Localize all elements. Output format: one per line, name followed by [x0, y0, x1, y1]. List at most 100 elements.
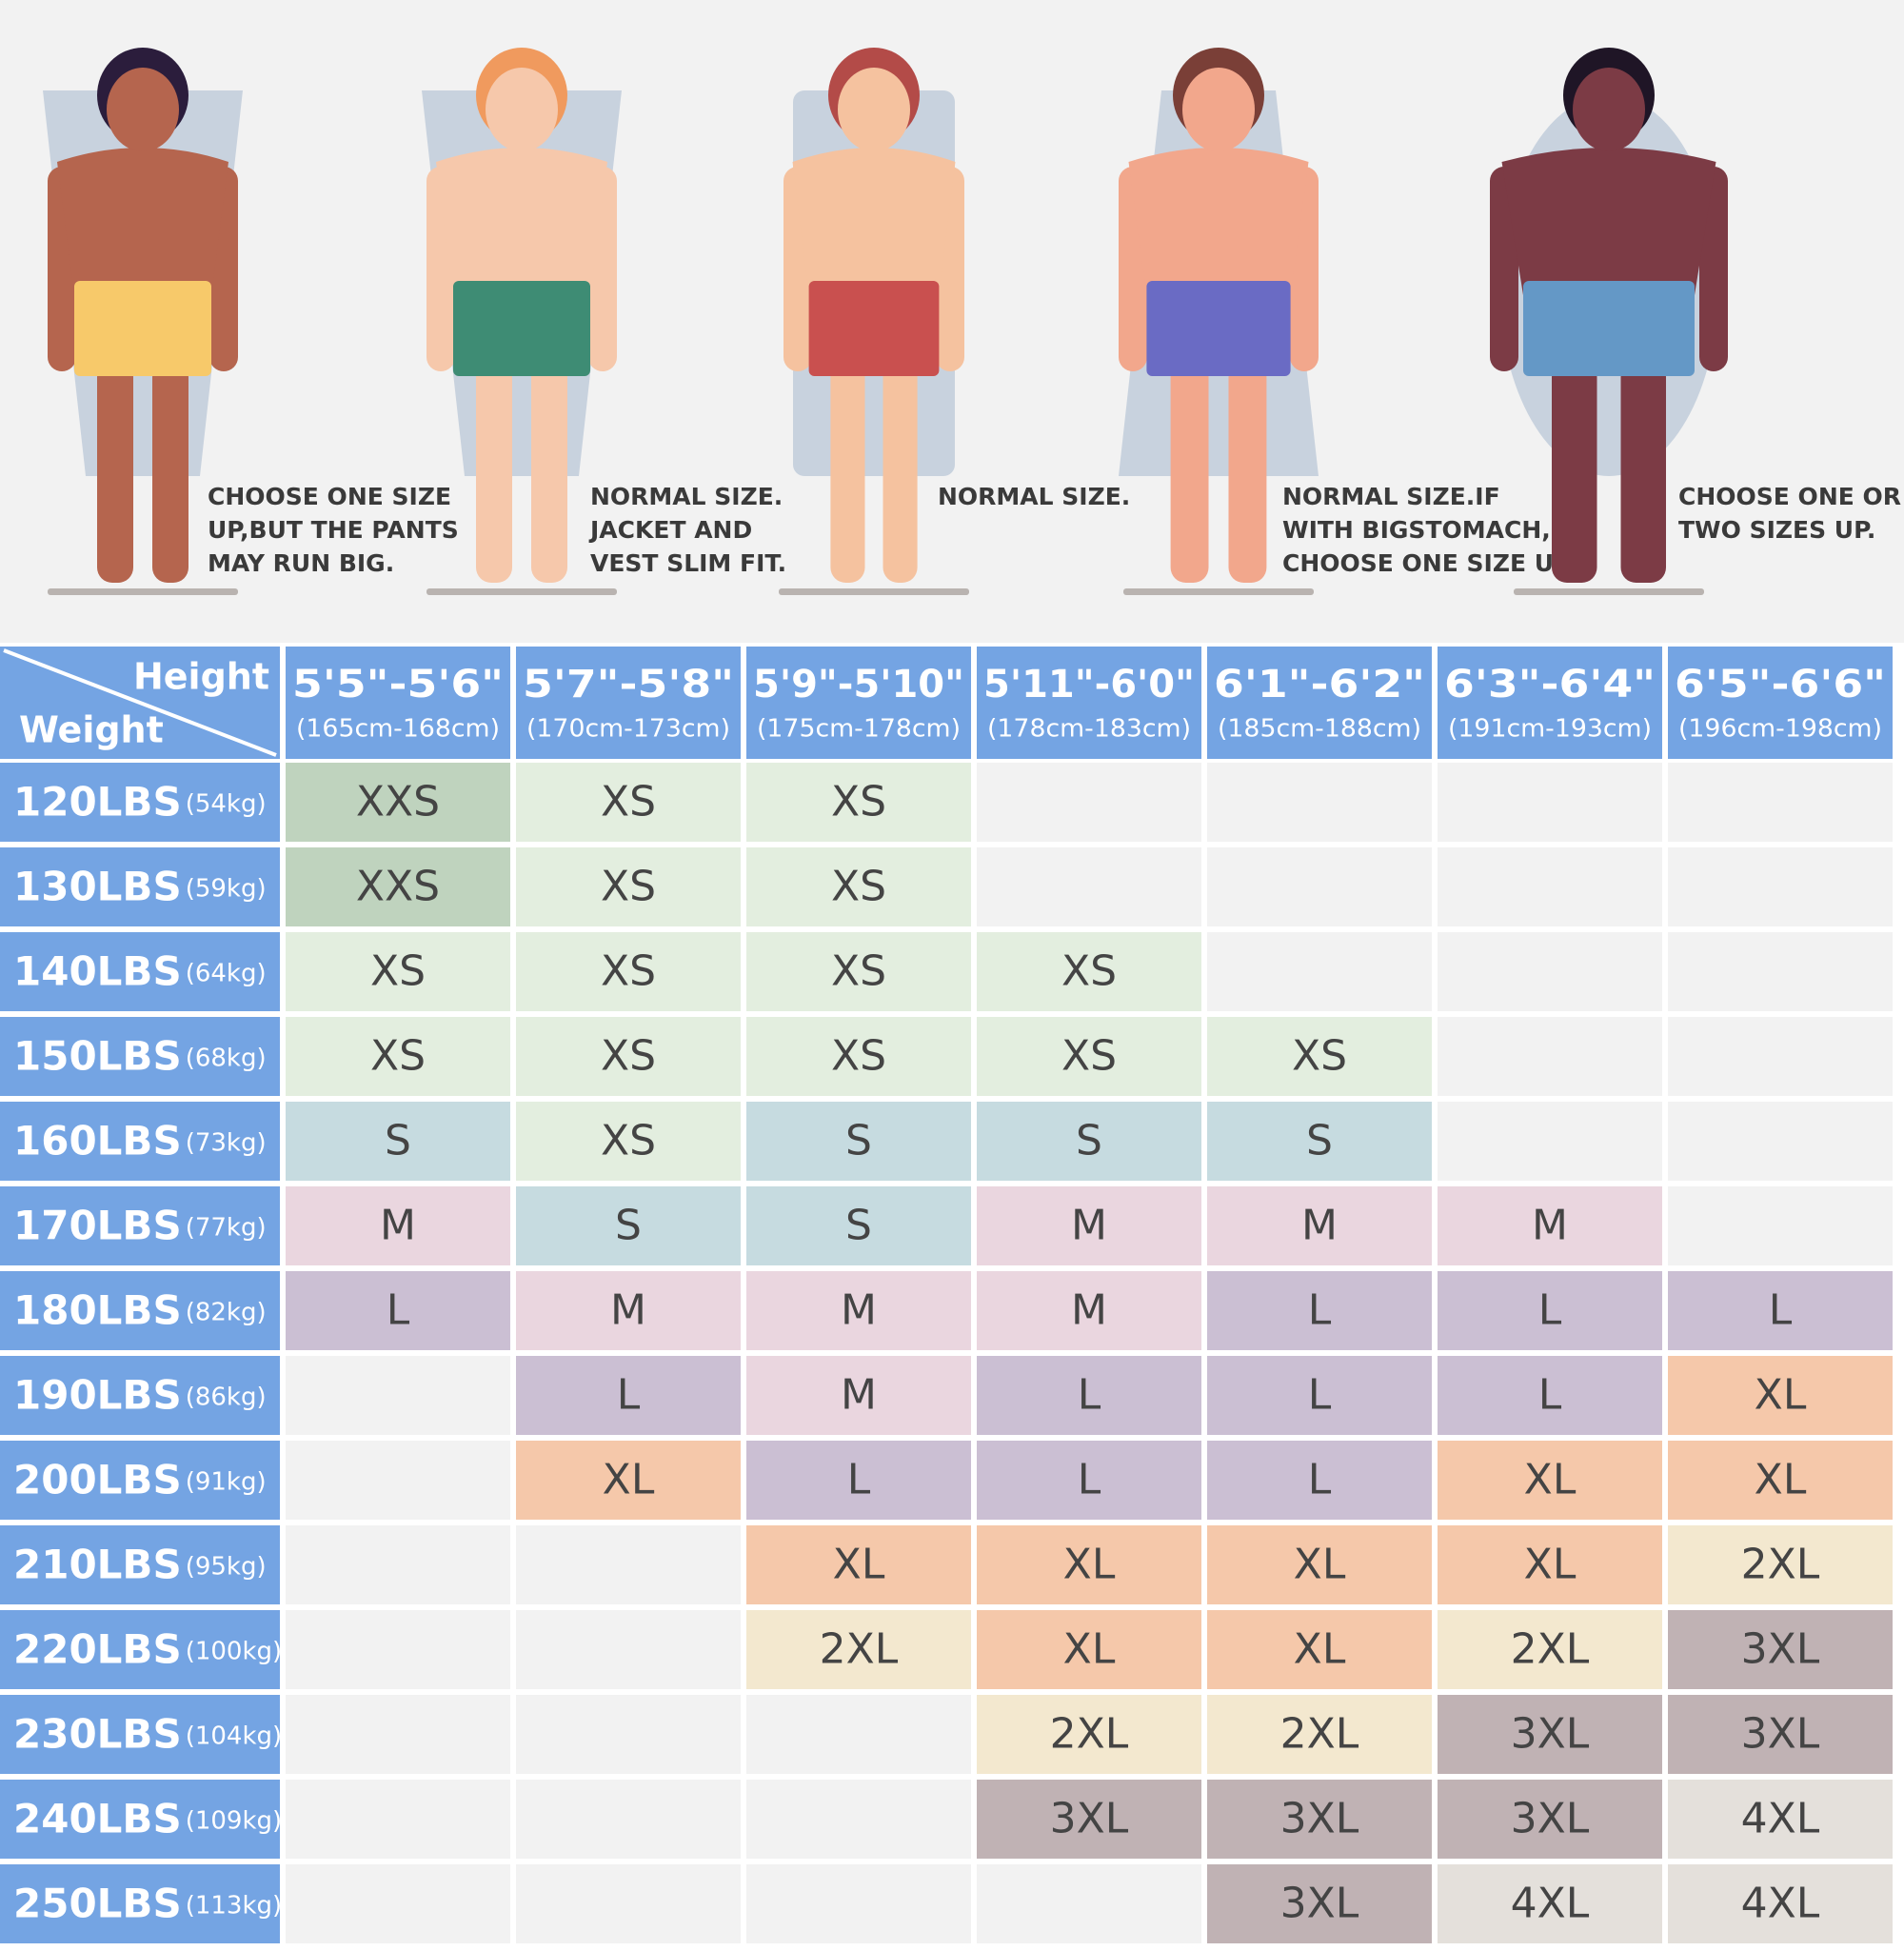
size-cell — [1438, 847, 1662, 926]
ground — [779, 588, 969, 595]
column-header — [1668, 647, 1893, 759]
leg — [830, 362, 865, 583]
size-cell — [1438, 1695, 1662, 1774]
body-figure — [1119, 48, 1319, 595]
caption-line: TWO SIZES UP. — [1678, 516, 1875, 544]
size-cell — [286, 1441, 510, 1520]
row-label: 140LBS (64kg) — [13, 947, 267, 994]
size-cell — [1207, 763, 1432, 842]
row-label: 210LBS (95kg) — [13, 1541, 267, 1587]
size-cell — [1207, 1441, 1432, 1520]
row-kg: (59kg) — [186, 874, 267, 903]
size-label: XS — [601, 947, 656, 996]
column-height: 5'9"-5'10" — [753, 663, 964, 707]
row-header — [0, 1356, 280, 1435]
size-cell — [516, 1864, 741, 1943]
size-cell — [516, 1017, 741, 1096]
size-label: XS — [831, 1032, 886, 1081]
head — [486, 68, 558, 151]
ground — [48, 588, 238, 595]
size-label: XXS — [356, 863, 440, 911]
row-label: 160LBS (73kg) — [13, 1117, 267, 1164]
corner-height: Height — [133, 656, 269, 698]
size-label: M — [1532, 1202, 1568, 1250]
row-label: 120LBS (54kg) — [13, 778, 267, 825]
row-lbs: 180LBS — [13, 1286, 182, 1333]
size-cell — [286, 1864, 510, 1943]
size-label: M — [1301, 1202, 1338, 1250]
size-label: XS — [601, 1032, 656, 1081]
torso — [1128, 148, 1309, 295]
head — [838, 68, 910, 151]
row-lbs: 200LBS — [13, 1456, 182, 1503]
size-label: XXS — [356, 778, 440, 826]
row-header — [0, 1017, 280, 1096]
column-header — [746, 647, 971, 759]
row-label: 240LBS (109kg) — [13, 1795, 282, 1842]
size-cell — [746, 1780, 971, 1859]
column-height: 5'7"-5'8" — [523, 663, 734, 707]
row-lbs: 120LBS — [13, 778, 182, 825]
size-label: XS — [1061, 1032, 1117, 1081]
head — [1182, 68, 1255, 151]
body-figure — [779, 48, 969, 595]
size-label: L — [1538, 1286, 1562, 1335]
column-height: 5'5"-5'6" — [292, 663, 504, 707]
size-cell — [286, 1525, 510, 1604]
size-cell — [286, 1356, 510, 1435]
size-cell — [1668, 763, 1893, 842]
size-cell — [286, 1610, 510, 1689]
size-cell — [1438, 1186, 1662, 1265]
size-cell — [1668, 1271, 1893, 1350]
size-cell — [286, 847, 510, 926]
row-lbs: 160LBS — [13, 1117, 182, 1164]
size-label: 3XL — [1741, 1710, 1820, 1759]
caption-line: NORMAL SIZE. — [938, 483, 1130, 510]
row-header — [0, 1271, 280, 1350]
size-cell — [1438, 1441, 1662, 1520]
size-label: 4XL — [1741, 1795, 1820, 1843]
size-cell — [516, 763, 741, 842]
body-figure — [1490, 48, 1728, 595]
column-cm: (170cm-173cm) — [526, 715, 730, 744]
row-header — [0, 932, 280, 1011]
size-cell — [746, 763, 971, 842]
size-cell — [977, 1271, 1201, 1350]
size-label: XL — [1524, 1541, 1577, 1589]
row-header — [0, 1780, 280, 1859]
size-label: XS — [601, 1117, 656, 1165]
row-header — [0, 1610, 280, 1689]
size-label: L — [1078, 1371, 1101, 1420]
size-cell — [516, 932, 741, 1011]
size-cell — [977, 763, 1201, 842]
column-cm: (175cm-178cm) — [757, 715, 961, 744]
row-kg: (91kg) — [186, 1467, 267, 1496]
size-cell — [1207, 1017, 1432, 1096]
size-label: XL — [833, 1541, 885, 1589]
leg — [531, 362, 567, 583]
row-lbs: 140LBS — [13, 947, 182, 994]
column-cm: (196cm-198cm) — [1678, 715, 1882, 744]
size-cell — [1207, 932, 1432, 1011]
size-cell — [286, 1780, 510, 1859]
ground — [426, 588, 617, 595]
size-cell — [977, 1102, 1201, 1181]
size-label: XS — [831, 778, 886, 826]
size-cell — [746, 1102, 971, 1181]
size-cell — [746, 1356, 971, 1435]
size-label: XS — [370, 1032, 426, 1081]
torso — [57, 148, 228, 295]
corner-diagonal — [3, 648, 277, 757]
leg — [1620, 362, 1666, 583]
row-header — [0, 847, 280, 926]
size-cell — [746, 932, 971, 1011]
size-cell — [1207, 1864, 1432, 1943]
size-cell — [1438, 1525, 1662, 1604]
size-label: S — [1076, 1117, 1102, 1165]
size-cell — [516, 1356, 741, 1435]
size-cell — [746, 1525, 971, 1604]
row-lbs: 130LBS — [13, 863, 182, 909]
size-cell — [1668, 1356, 1893, 1435]
torso — [1501, 148, 1716, 295]
